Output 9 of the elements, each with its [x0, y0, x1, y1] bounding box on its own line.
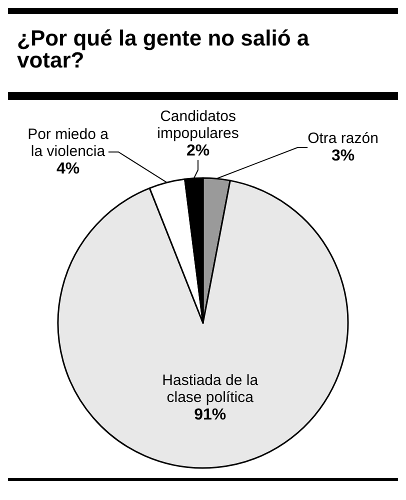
slice-label: Otra razón [308, 130, 378, 147]
slice-label: Hastiada de la clase política [162, 372, 259, 406]
data-label: 3% [331, 148, 355, 164]
slice-label: Candidatos impopulares [157, 108, 239, 142]
data-label: 4% [56, 160, 80, 178]
data-label: 2% [186, 142, 210, 160]
data-label: 91% [194, 406, 226, 424]
slice-label: Por miedo a la violencia [28, 126, 110, 160]
chart-title: ¿Por qué la gente no salió a votar? [17, 26, 316, 72]
